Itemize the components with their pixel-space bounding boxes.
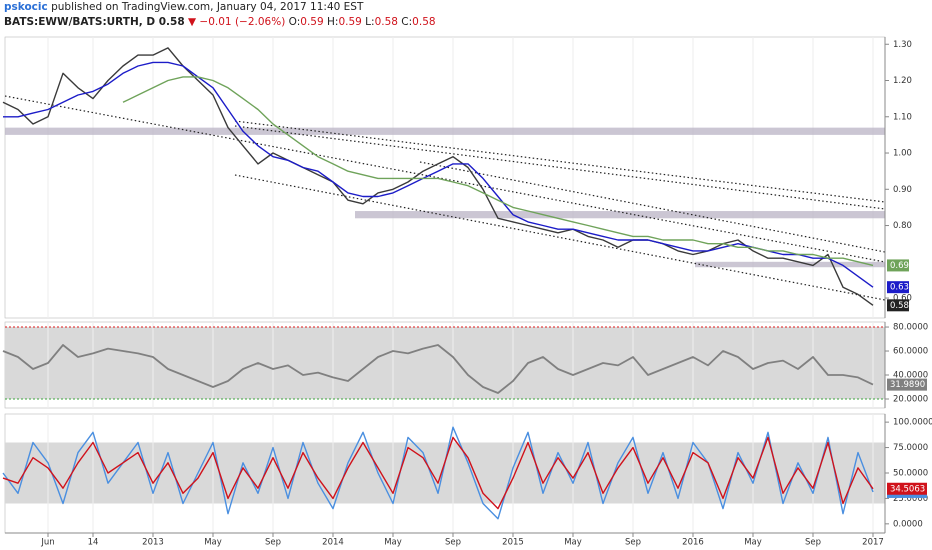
symbol: BATS:EWW/BATS:URTH, D 0.58 [4, 16, 185, 28]
x-tick-label: 2016 [682, 538, 704, 548]
y-tick-label: 80.0000 [893, 323, 928, 333]
ohlc-label: L: [365, 16, 375, 28]
trendline [419, 161, 886, 253]
y-tick-label: 1.10 [893, 112, 912, 122]
published: published on TradingView.com, January 04… [51, 1, 364, 13]
background [4, 36, 886, 534]
x-tick-label: Sep [265, 538, 281, 548]
y-tick-label: 25.0000 [893, 494, 928, 504]
ohlc-value: 0.58 [412, 16, 436, 28]
x-tick-label: May [564, 538, 582, 548]
last-value-label: 31.9890 [890, 380, 925, 390]
x-tick-label: Sep [625, 538, 641, 548]
trendline [4, 95, 886, 263]
y-tick-label: 60.0000 [893, 347, 928, 357]
x-tick-label: May [204, 538, 222, 548]
last-value-label: 0.63 [890, 283, 909, 293]
ohlc-label: O: [288, 16, 301, 28]
y-tick-label: 1.00 [893, 149, 912, 159]
zone [355, 211, 885, 219]
last-value-box [887, 281, 909, 294]
x-tick-label: 14 [88, 538, 99, 548]
x-tick-label: 2013 [142, 538, 164, 548]
y-tick-label: 0.0000 [893, 519, 923, 529]
y-tick-label: 0.80 [893, 221, 912, 231]
y-tick-label: 50.0000 [893, 468, 928, 478]
ohlc-value: 0.59 [338, 16, 362, 28]
ohlc-label: C: [401, 16, 413, 28]
y-tick-label: 1.30 [893, 40, 912, 50]
publish-line: pskocic published on TradingView.com, Ja… [4, 0, 928, 15]
y-tick-label: 0.90 [893, 185, 912, 195]
header: pskocic published on TradingView.com, Ja… [4, 0, 928, 36]
last-value-box [887, 482, 927, 495]
author: pskocic [4, 1, 48, 13]
ohlc-label: H: [327, 16, 339, 28]
last-value-label: 0.69 [890, 261, 909, 271]
last-value-label: 34.5063 [890, 484, 925, 494]
y-tick-label: 0.60 [893, 294, 912, 304]
series-line [2, 436, 874, 510]
x-tick-label: 2014 [322, 538, 344, 548]
x-tick-label: 2017 [862, 538, 884, 548]
zone [695, 261, 885, 268]
ohlc-value: 0.59 [300, 16, 324, 28]
series-line [2, 47, 874, 306]
x-tick-label: May [744, 538, 762, 548]
y-tick-label: 20.0000 [893, 395, 928, 405]
series-line [2, 426, 874, 520]
y-tick-label: 40.0000 [893, 371, 928, 381]
change: ▼ −0.01 (−2.06%) [188, 16, 286, 28]
ohlc: O:0.59 H:0.59 L:0.58 C:0.58 [289, 16, 436, 28]
last-value-box [887, 378, 927, 391]
trendline [234, 120, 886, 203]
symbol-line: BATS:EWW/BATS:URTH, D 0.58 ▼ −0.01 (−2.0… [4, 15, 928, 30]
last-value-label: 0.58 [890, 301, 909, 311]
y-tick-label: 1.20 [893, 76, 912, 86]
series-line [2, 344, 874, 394]
ohlc-value: 0.58 [374, 16, 398, 28]
zone [5, 127, 885, 135]
series-line [3, 61, 874, 288]
last-value-box [887, 299, 909, 312]
last-value-box [887, 259, 909, 272]
band [5, 327, 885, 400]
x-tick-label: Sep [805, 538, 821, 548]
y-tick-label: 75.0000 [893, 443, 928, 453]
trendline [234, 125, 886, 210]
series-line [122, 76, 874, 267]
x-tick-label: May [384, 538, 402, 548]
x-tick-label: Jun [40, 538, 54, 548]
x-tick-label: 2015 [502, 538, 524, 548]
y-tick-label: 100.0000 [893, 418, 932, 428]
x-tick-label: Sep [445, 538, 461, 548]
